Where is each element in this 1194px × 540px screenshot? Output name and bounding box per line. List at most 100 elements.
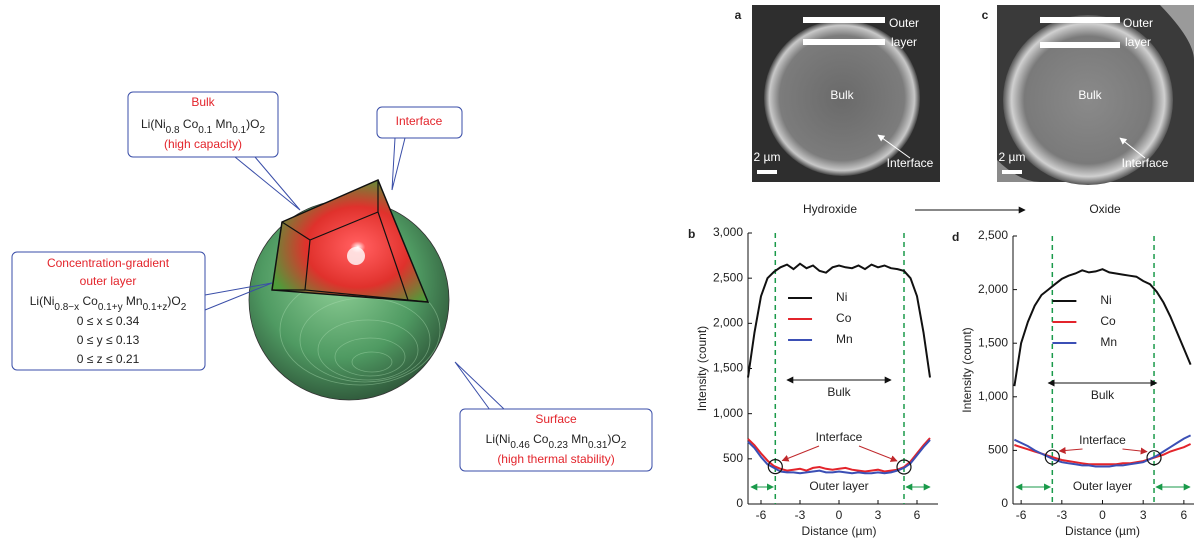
label: layer <box>1125 35 1151 49</box>
subscript: 0.8−x <box>54 302 79 313</box>
formula-part: )O <box>167 294 180 308</box>
bulk-label: Bulk <box>827 385 851 399</box>
formula-part: )O <box>246 117 259 131</box>
label: Bulk <box>1078 88 1102 102</box>
line-series <box>1013 268 1192 387</box>
legend-label: Ni <box>1100 293 1111 307</box>
x-tick-label: 6 <box>914 508 921 522</box>
legend-label: Co <box>836 311 852 325</box>
y-axis-label: Intensity (count) <box>960 327 974 412</box>
label: (high thermal stability) <box>497 452 614 466</box>
interface-circle <box>1146 450 1162 466</box>
x-tick-label: 3 <box>875 508 882 522</box>
subscript: 0.1 <box>232 125 246 136</box>
label: 0 ≤ x ≤ 0.34 <box>77 314 140 328</box>
label: 2 µm <box>999 150 1026 164</box>
y-tick-label: 1,000 <box>713 406 743 420</box>
formula-part: Co <box>79 294 98 308</box>
subscript: 2 <box>621 440 627 451</box>
x-tick-label: -3 <box>1056 508 1067 522</box>
formula-part: Co <box>180 117 199 131</box>
legend-label: Mn <box>1100 335 1117 349</box>
interface-circle <box>767 459 783 475</box>
y-tick-label: 500 <box>723 451 743 465</box>
micrograph-c <box>997 5 1194 185</box>
y-tick-label: 2,500 <box>978 228 1008 242</box>
label: Bulk <box>830 88 854 102</box>
interface-arrow <box>858 445 898 462</box>
subscript: 0.46 <box>510 440 530 451</box>
subscript: 0.1 <box>198 125 212 136</box>
label: 0 ≤ z ≤ 0.21 <box>77 352 140 366</box>
formula: Li(Ni0.8−x Co0.1+y Mn0.1+z)O2 <box>30 294 187 313</box>
formula-part: Li(Ni <box>30 294 55 308</box>
x-tick-label: -3 <box>795 508 806 522</box>
line-series <box>1013 434 1192 468</box>
subscript: 0.31 <box>588 440 608 451</box>
y-tick-label: 2,000 <box>978 282 1008 296</box>
panel-label: b <box>688 227 695 241</box>
label: (high capacity) <box>164 137 242 151</box>
bulk-box <box>127 91 279 158</box>
outer-layer-label: Outer layer <box>809 479 868 493</box>
subscript: 0.8 <box>166 125 180 136</box>
label: Interface <box>1122 156 1169 170</box>
formula-part: Mn <box>212 117 232 131</box>
interface-circle <box>896 459 912 475</box>
label: Interface <box>887 156 934 170</box>
y-tick-label: 1,000 <box>978 389 1008 403</box>
x-axis-label: Distance (µm) <box>1065 524 1140 538</box>
label: Outer <box>889 16 919 30</box>
y-tick-label: 2,500 <box>713 270 743 284</box>
x-axis-label: Distance (µm) <box>802 524 877 538</box>
line-series <box>747 439 931 475</box>
x-tick-label: -6 <box>756 508 767 522</box>
charts: b 0 500 1,000 1,500 2,000 2,500 3,000 -6 -3 0 3 6 Dis… <box>688 225 1194 538</box>
y-tick-label: 1,500 <box>978 335 1008 349</box>
interface-circle <box>1044 449 1060 465</box>
formula: Li(Ni0.46 Co0.23 Mn0.31)O2 <box>486 432 627 451</box>
legend-label: Ni <box>836 290 847 304</box>
subscript: 0.23 <box>548 440 568 451</box>
outer-layer-label: Outer layer <box>1073 479 1132 493</box>
formula-part: Li(Ni <box>141 117 166 131</box>
interface-arrow <box>781 445 820 462</box>
formula-part: Li(Ni <box>486 432 511 446</box>
subscript: 2 <box>259 125 265 136</box>
x-tick-label: -6 <box>1016 508 1027 522</box>
bulk-label: Bulk <box>1091 388 1115 402</box>
x-tick-label: 6 <box>1181 508 1188 522</box>
legend-label: Mn <box>836 332 853 346</box>
y-tick-label: 3,000 <box>713 225 743 239</box>
subscript: 0.1+z <box>143 302 168 313</box>
subscript: 2 <box>181 302 187 313</box>
label: 0 ≤ y ≤ 0.13 <box>77 333 140 347</box>
label: Oxide <box>1089 202 1121 216</box>
label: a <box>735 8 742 22</box>
label: Outer <box>1123 16 1153 30</box>
outer-layer-box <box>11 251 206 371</box>
label: c <box>982 8 989 22</box>
y-tick-label: 0 <box>736 496 743 510</box>
label: Hydroxide <box>803 202 857 216</box>
formula: Li(Ni0.8 Co0.1 Mn0.1)O2 <box>141 117 265 136</box>
y-tick-label: 1,500 <box>713 361 743 375</box>
formula-part: Mn <box>123 294 143 308</box>
y-tick-label: 2,000 <box>713 316 743 330</box>
x-tick-label: 0 <box>836 508 843 522</box>
formula-part: Mn <box>568 432 588 446</box>
y-axis-label: Intensity (count) <box>695 326 709 411</box>
label: outer layer <box>80 274 137 288</box>
label: Bulk <box>191 95 215 109</box>
label: Surface <box>535 412 577 426</box>
surface-box <box>459 408 653 472</box>
formula-part: )O <box>607 432 620 446</box>
x-tick-label: 3 <box>1140 508 1147 522</box>
interface-box <box>376 106 463 139</box>
sphere <box>248 179 450 401</box>
label: Interface <box>396 114 443 128</box>
legend-label: Co <box>1100 314 1116 328</box>
interface-label: Interface <box>1079 433 1126 447</box>
panel-label: d <box>952 230 959 244</box>
